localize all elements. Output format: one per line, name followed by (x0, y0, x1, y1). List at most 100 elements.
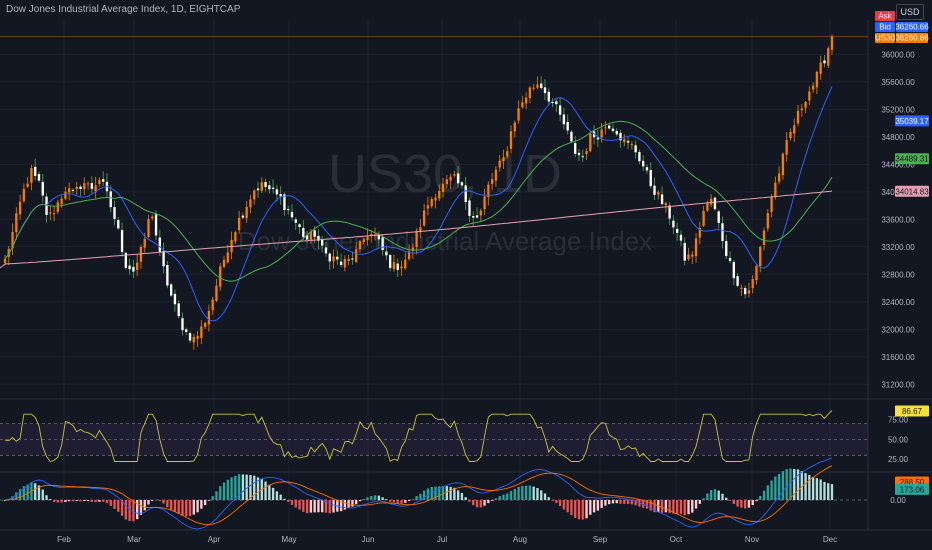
macd-histogram-bar (585, 500, 588, 519)
candle-body (271, 187, 275, 189)
candle-body (475, 215, 479, 218)
macd-histogram-bar (698, 500, 702, 504)
macd-histogram-bar (506, 493, 509, 501)
macd-histogram-bar (581, 500, 584, 520)
candle-body (736, 276, 739, 286)
macd-histogram-bar (706, 493, 709, 501)
ma-value-tag (895, 115, 929, 127)
candle-body (713, 197, 717, 210)
macd-histogram-bar (241, 474, 245, 501)
macd-histogram-bar (222, 482, 226, 501)
candle-body (370, 234, 373, 236)
time-tick-label: Apr (208, 535, 221, 544)
macd-histogram-bar (694, 500, 698, 509)
candle-body (151, 216, 154, 219)
macd-tick-label: 0.00 (890, 496, 906, 505)
candle-body (404, 259, 407, 269)
macd-histogram-bar (305, 500, 309, 514)
macd-histogram-bar (309, 500, 313, 513)
macd-value-label: 173.06 (900, 485, 925, 494)
macd-histogram-bar (683, 500, 686, 516)
candle-body (649, 169, 652, 187)
candle-body (811, 85, 815, 90)
macd-histogram-bar (207, 500, 211, 501)
macd-histogram-bar (653, 500, 656, 513)
macd-histogram-bar (562, 500, 566, 510)
macd-histogram-bar (381, 497, 384, 501)
candle-body (766, 213, 769, 229)
macd-histogram-bar (98, 500, 101, 502)
candle-body (222, 259, 226, 267)
candle-body (460, 182, 464, 186)
candle-body (366, 236, 369, 241)
macd-histogram-bar (52, 500, 56, 502)
candle-body (30, 167, 33, 183)
candle-body (90, 183, 94, 190)
macd-histogram-bar (366, 497, 369, 501)
macd-histogram-bar (517, 486, 520, 501)
candle-body (751, 279, 754, 289)
candle-body (706, 202, 709, 211)
macd-histogram-bar (543, 493, 547, 501)
macd-histogram-bar (789, 468, 792, 501)
candle-body (302, 227, 305, 238)
candle-body (389, 255, 392, 269)
candle-body (558, 105, 562, 115)
candle-body (830, 36, 834, 50)
macd-histogram-bar (105, 500, 109, 504)
macd-histogram-bar (415, 496, 418, 501)
time-tick-label: Sep (593, 535, 608, 544)
macd-histogram-bar (124, 500, 128, 520)
candle-body (192, 336, 195, 343)
macd-histogram-bar (456, 490, 460, 501)
macd-histogram-bar (528, 485, 532, 501)
macd-histogram-bar (521, 485, 524, 501)
time-tick-label: Oct (670, 535, 683, 544)
candle-body (102, 179, 105, 182)
macd-histogram-bar (151, 500, 154, 501)
macd-histogram-bar (438, 486, 441, 501)
macd-histogram-bar (717, 490, 720, 501)
macd-histogram-bar (102, 500, 105, 502)
macd-histogram-bar (702, 498, 705, 501)
price-tick-label: 35600.00 (881, 78, 915, 87)
macd-histogram-bar (211, 496, 214, 501)
ma-value-tag (895, 185, 929, 197)
candle-body (566, 121, 569, 131)
candle-body (638, 152, 641, 162)
candle-body (321, 239, 324, 246)
macd-histogram-bar (728, 500, 732, 501)
macd-histogram-bar (800, 471, 803, 501)
candle-body (275, 189, 279, 195)
macd-histogram-bar (287, 500, 290, 502)
macd-histogram-bar (181, 500, 184, 516)
macd-histogram-bar (109, 500, 112, 506)
macd-histogram-bar (725, 497, 728, 501)
candle-body (41, 181, 44, 196)
candle-body (411, 247, 415, 251)
candle-body (728, 258, 732, 261)
candle-body (241, 215, 245, 218)
macd-histogram-bar (60, 500, 63, 503)
macd-histogram-bar (400, 500, 403, 504)
macd-histogram-bar (234, 475, 237, 501)
macd-histogram-bar (94, 500, 97, 503)
candle-body (615, 130, 618, 135)
macd-histogram-bar (619, 500, 622, 504)
ma-value-label: 34014.83 (895, 187, 929, 196)
macd-histogram-bar (362, 499, 365, 501)
candle-body (709, 198, 713, 205)
macd-histogram-bar (777, 473, 781, 501)
candle-body (75, 186, 78, 190)
candle-body (49, 212, 52, 214)
currency-selector[interactable]: USD (896, 4, 924, 20)
candle-body (419, 227, 422, 232)
macd-histogram-bar (411, 499, 415, 501)
candle-body (630, 144, 634, 146)
candle-body (135, 262, 139, 270)
candle-body (98, 179, 101, 185)
macd-histogram-bar (226, 479, 229, 501)
candle-body (596, 137, 600, 140)
chart-title: Dow Jones Industrial Average Index, 1D, … (6, 4, 241, 15)
